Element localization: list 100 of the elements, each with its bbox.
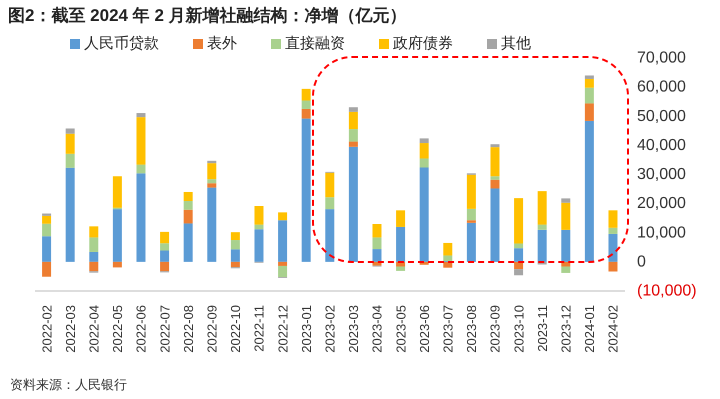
bar bbox=[42, 224, 52, 236]
x-tick-label: 2024-01 bbox=[582, 305, 598, 353]
bar bbox=[278, 220, 288, 262]
bar bbox=[42, 262, 52, 277]
y-tick-label: 40,000 bbox=[637, 136, 686, 154]
bar bbox=[66, 154, 75, 168]
x-tick-label: 2022-07 bbox=[157, 305, 172, 353]
legend-label: 人民币贷款 bbox=[84, 34, 159, 53]
bar bbox=[538, 230, 547, 262]
bar bbox=[490, 144, 500, 148]
bar bbox=[396, 226, 406, 262]
bar bbox=[184, 210, 193, 224]
bar bbox=[561, 230, 570, 262]
bar bbox=[207, 183, 216, 188]
bar bbox=[160, 232, 170, 244]
bar bbox=[608, 228, 618, 234]
bar bbox=[89, 237, 98, 252]
x-tick-label: 2023-08 bbox=[464, 305, 480, 353]
y-tick-label: 60,000 bbox=[637, 78, 686, 96]
bar bbox=[584, 78, 594, 88]
bar bbox=[136, 117, 146, 165]
x-tick-label: 2023-05 bbox=[393, 305, 408, 353]
bar bbox=[443, 255, 452, 261]
bar bbox=[466, 208, 476, 220]
bar bbox=[325, 197, 334, 210]
bar bbox=[66, 168, 75, 262]
bar bbox=[420, 143, 429, 158]
x-tick-label: 2022-12 bbox=[275, 305, 290, 353]
legend-label: 表外 bbox=[207, 34, 237, 53]
y-tick-label: 10,000 bbox=[637, 224, 686, 242]
x-tick-label: 2022-10 bbox=[228, 305, 244, 353]
bar bbox=[372, 249, 382, 262]
text: 资料来源：人民银行 bbox=[10, 376, 127, 394]
bar bbox=[538, 191, 547, 225]
bar bbox=[466, 222, 476, 262]
bar bbox=[89, 252, 98, 262]
bar bbox=[302, 100, 311, 109]
chart-title: 图2：截至 2024 年 2 月新增社融结构：净增（亿元） bbox=[8, 5, 407, 27]
bar bbox=[608, 210, 618, 228]
bar bbox=[443, 242, 452, 256]
x-tick-label: 2024-02 bbox=[606, 305, 621, 353]
bar bbox=[584, 88, 594, 104]
bar bbox=[230, 249, 240, 262]
x-tick-label: 2023-10 bbox=[511, 305, 526, 353]
bar bbox=[584, 120, 594, 262]
bar bbox=[42, 216, 52, 224]
bar bbox=[490, 188, 500, 262]
bar bbox=[278, 266, 288, 278]
bar bbox=[348, 142, 358, 147]
x-tick-label: 2023-07 bbox=[440, 305, 456, 353]
bar bbox=[207, 179, 216, 184]
bar bbox=[608, 234, 618, 262]
y-tick-label: (10,000) bbox=[637, 282, 697, 300]
x-tick-label: 2022-06 bbox=[134, 305, 149, 353]
y-tick-label: 30,000 bbox=[637, 166, 686, 183]
bar bbox=[160, 250, 170, 262]
bar bbox=[372, 224, 382, 238]
bar bbox=[514, 269, 524, 276]
bar bbox=[420, 138, 429, 144]
bar bbox=[325, 209, 334, 262]
bar bbox=[561, 198, 570, 203]
bar bbox=[561, 266, 570, 273]
x-tick-label: 2022-04 bbox=[86, 305, 102, 353]
bar bbox=[584, 75, 594, 79]
bar bbox=[561, 202, 570, 230]
bar bbox=[466, 220, 476, 223]
bar bbox=[466, 174, 476, 209]
x-tick-label: 2022-02 bbox=[39, 305, 54, 353]
bar bbox=[230, 262, 240, 268]
bar bbox=[348, 112, 358, 130]
bar bbox=[302, 118, 311, 262]
bar bbox=[160, 262, 170, 272]
bar bbox=[184, 201, 193, 210]
bar bbox=[302, 108, 311, 119]
x-tick-label: 2022-05 bbox=[110, 305, 126, 353]
bar bbox=[230, 232, 240, 240]
bar bbox=[207, 188, 216, 262]
bar bbox=[254, 229, 264, 262]
x-tick-label: 2023-11 bbox=[534, 305, 550, 352]
bar bbox=[278, 212, 288, 220]
bar bbox=[207, 163, 216, 180]
bar bbox=[420, 168, 429, 262]
bar bbox=[254, 206, 264, 225]
x-tick-label: 2023-06 bbox=[416, 305, 432, 353]
bar bbox=[112, 209, 122, 262]
bar bbox=[112, 176, 122, 208]
x-tick-label: 2023-03 bbox=[346, 305, 362, 353]
bar bbox=[325, 172, 334, 198]
bar bbox=[490, 180, 500, 188]
bar bbox=[608, 262, 618, 272]
x-tick-label: 2022-03 bbox=[62, 305, 78, 353]
x-tick-label: 2022-08 bbox=[180, 305, 196, 353]
bar bbox=[136, 164, 146, 174]
y-tick-label: 0 bbox=[637, 253, 646, 270]
x-tick-label: 2022-11 bbox=[252, 305, 267, 352]
bar bbox=[184, 223, 193, 262]
bar bbox=[66, 128, 75, 134]
bar bbox=[254, 224, 264, 230]
bar bbox=[278, 262, 288, 266]
bar bbox=[514, 248, 524, 262]
